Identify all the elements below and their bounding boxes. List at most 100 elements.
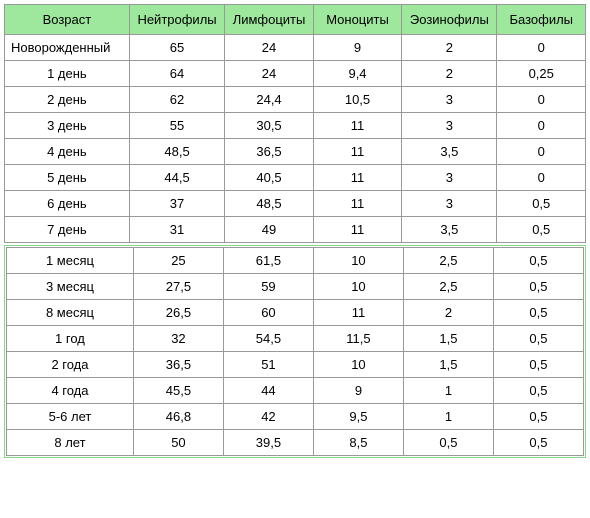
blood-cells-table-2: 1 месяц2561,5102,50,53 месяц27,559102,50…	[6, 247, 584, 456]
value-cell: 2	[402, 35, 497, 61]
value-cell: 0,5	[493, 430, 583, 456]
col-header-monocytes: Моноциты	[313, 5, 401, 35]
value-cell: 0,5	[493, 404, 583, 430]
age-cell: 2 день	[5, 87, 130, 113]
value-cell: 3,5	[402, 217, 497, 243]
value-cell: 65	[129, 35, 225, 61]
value-cell: 3	[402, 113, 497, 139]
age-cell: 2 года	[7, 352, 134, 378]
table-header: Возраст Нейтрофилы Лимфоциты Моноциты Эо…	[5, 5, 586, 35]
value-cell: 0	[497, 35, 586, 61]
value-cell: 2,5	[403, 248, 493, 274]
value-cell: 42	[223, 404, 313, 430]
value-cell: 9	[313, 378, 403, 404]
value-cell: 11	[313, 165, 401, 191]
age-cell: 1 год	[7, 326, 134, 352]
age-cell: 5-6 лет	[7, 404, 134, 430]
value-cell: 11	[313, 113, 401, 139]
value-cell: 24	[225, 61, 313, 87]
col-header-age: Возраст	[5, 5, 130, 35]
value-cell: 31	[129, 217, 225, 243]
value-cell: 27,5	[133, 274, 223, 300]
table-section-wrap: 1 месяц2561,5102,50,53 месяц27,559102,50…	[4, 245, 586, 458]
value-cell: 11	[313, 300, 403, 326]
table-section-months-years: 1 месяц2561,5102,50,53 месяц27,559102,50…	[7, 248, 584, 456]
table-row: 7 день3149113,50,5	[5, 217, 586, 243]
value-cell: 8,5	[313, 430, 403, 456]
value-cell: 32	[133, 326, 223, 352]
value-cell: 1	[403, 378, 493, 404]
value-cell: 62	[129, 87, 225, 113]
value-cell: 11,5	[313, 326, 403, 352]
value-cell: 24,4	[225, 87, 313, 113]
table-row: 1 месяц2561,5102,50,5	[7, 248, 584, 274]
value-cell: 11	[313, 191, 401, 217]
value-cell: 51	[223, 352, 313, 378]
value-cell: 30,5	[225, 113, 313, 139]
value-cell: 3	[402, 87, 497, 113]
value-cell: 45,5	[133, 378, 223, 404]
value-cell: 0,5	[493, 248, 583, 274]
value-cell: 55	[129, 113, 225, 139]
value-cell: 64	[129, 61, 225, 87]
value-cell: 60	[223, 300, 313, 326]
value-cell: 0,5	[493, 326, 583, 352]
value-cell: 44	[223, 378, 313, 404]
value-cell: 0	[497, 87, 586, 113]
value-cell: 1,5	[403, 352, 493, 378]
table-row: 1 год3254,511,51,50,5	[7, 326, 584, 352]
age-cell: 8 месяц	[7, 300, 134, 326]
table-row: 8 лет5039,58,50,50,5	[7, 430, 584, 456]
value-cell: 9	[313, 35, 401, 61]
age-cell: 1 месяц	[7, 248, 134, 274]
table-row: 5 день44,540,51130	[5, 165, 586, 191]
value-cell: 25	[133, 248, 223, 274]
value-cell: 0	[497, 113, 586, 139]
value-cell: 54,5	[223, 326, 313, 352]
value-cell: 1	[403, 404, 493, 430]
value-cell: 50	[133, 430, 223, 456]
blood-cells-table: Возраст Нейтрофилы Лимфоциты Моноциты Эо…	[4, 4, 586, 243]
value-cell: 2	[402, 61, 497, 87]
value-cell: 48,5	[225, 191, 313, 217]
value-cell: 11	[313, 217, 401, 243]
value-cell: 36,5	[225, 139, 313, 165]
table-row: 4 года45,544910,5	[7, 378, 584, 404]
value-cell: 37	[129, 191, 225, 217]
blood-cells-table-container: Возраст Нейтрофилы Лимфоциты Моноциты Эо…	[4, 4, 586, 458]
value-cell: 0,5	[493, 274, 583, 300]
col-header-lymphocytes: Лимфоциты	[225, 5, 313, 35]
value-cell: 0,5	[403, 430, 493, 456]
value-cell: 3	[402, 165, 497, 191]
value-cell: 3	[402, 191, 497, 217]
table-row: 2 года36,551101,50,5	[7, 352, 584, 378]
value-cell: 46,8	[133, 404, 223, 430]
age-cell: 4 года	[7, 378, 134, 404]
value-cell: 0	[497, 165, 586, 191]
value-cell: 9,5	[313, 404, 403, 430]
value-cell: 2	[403, 300, 493, 326]
age-cell: 1 день	[5, 61, 130, 87]
value-cell: 0,5	[497, 217, 586, 243]
value-cell: 48,5	[129, 139, 225, 165]
value-cell: 0,5	[493, 378, 583, 404]
col-header-basophils: Базофилы	[497, 5, 586, 35]
table-row: 3 месяц27,559102,50,5	[7, 274, 584, 300]
value-cell: 44,5	[129, 165, 225, 191]
value-cell: 10,5	[313, 87, 401, 113]
col-header-eosinophils: Эозинофилы	[402, 5, 497, 35]
value-cell: 40,5	[225, 165, 313, 191]
value-cell: 39,5	[223, 430, 313, 456]
value-cell: 0	[497, 139, 586, 165]
value-cell: 10	[313, 274, 403, 300]
table-section-days: Новорожденный65249201 день64249,420,252 …	[5, 35, 586, 243]
age-cell: 8 лет	[7, 430, 134, 456]
value-cell: 36,5	[133, 352, 223, 378]
col-header-neutrophils: Нейтрофилы	[129, 5, 225, 35]
table-row: 4 день48,536,5113,50	[5, 139, 586, 165]
value-cell: 24	[225, 35, 313, 61]
age-cell: 4 день	[5, 139, 130, 165]
table-row: 3 день5530,51130	[5, 113, 586, 139]
table-row: 8 месяц26,5601120,5	[7, 300, 584, 326]
age-cell: 6 день	[5, 191, 130, 217]
